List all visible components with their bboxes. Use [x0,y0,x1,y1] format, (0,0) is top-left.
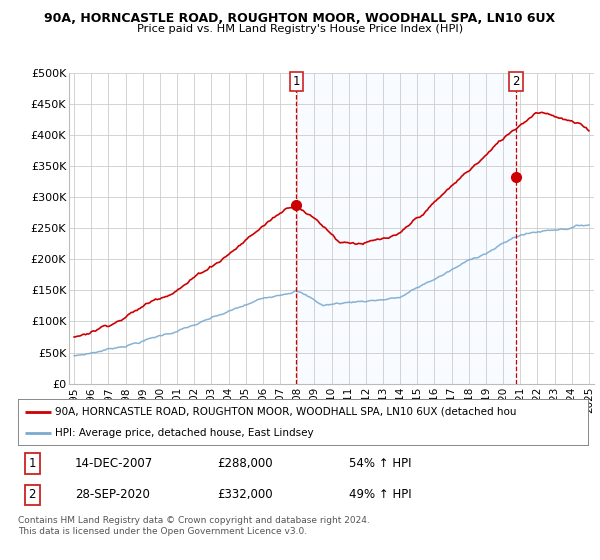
Text: 1: 1 [29,457,36,470]
Text: 28-SEP-2020: 28-SEP-2020 [75,488,150,501]
Text: 1: 1 [293,74,300,88]
Text: 54% ↑ HPI: 54% ↑ HPI [349,457,411,470]
Text: Contains HM Land Registry data © Crown copyright and database right 2024.
This d: Contains HM Land Registry data © Crown c… [18,516,370,536]
Text: 2: 2 [29,488,36,501]
Text: 2: 2 [512,74,520,88]
Text: Price paid vs. HM Land Registry's House Price Index (HPI): Price paid vs. HM Land Registry's House … [137,24,463,34]
Text: 14-DEC-2007: 14-DEC-2007 [75,457,153,470]
Text: 90A, HORNCASTLE ROAD, ROUGHTON MOOR, WOODHALL SPA, LN10 6UX: 90A, HORNCASTLE ROAD, ROUGHTON MOOR, WOO… [44,12,556,25]
Text: HPI: Average price, detached house, East Lindsey: HPI: Average price, detached house, East… [55,428,314,438]
Bar [296,73,516,384]
Text: 90A, HORNCASTLE ROAD, ROUGHTON MOOR, WOODHALL SPA, LN10 6UX (detached hou: 90A, HORNCASTLE ROAD, ROUGHTON MOOR, WOO… [55,407,517,417]
Text: 49% ↑ HPI: 49% ↑ HPI [349,488,411,501]
Text: £288,000: £288,000 [218,457,273,470]
Text: £332,000: £332,000 [218,488,273,501]
